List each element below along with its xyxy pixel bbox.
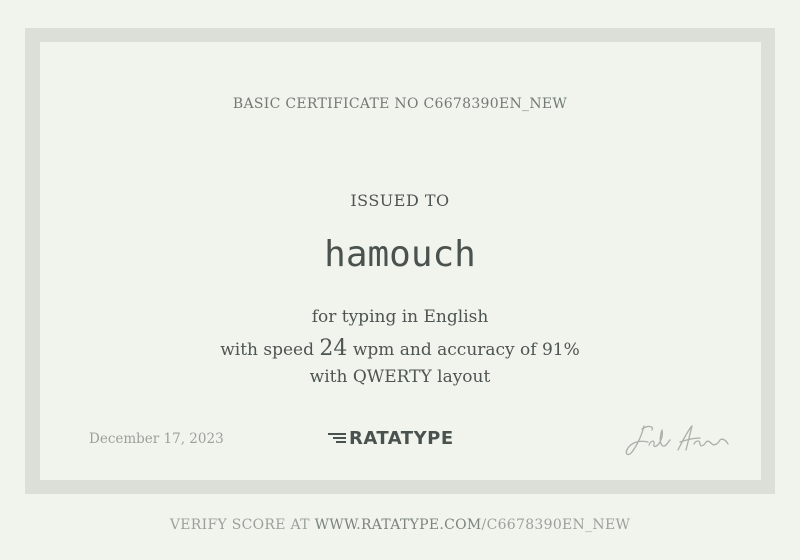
logo-text: RATATYPE	[349, 427, 454, 449]
speed-value: 24	[319, 336, 348, 361]
verify-score-line: VERIFY SCORE AT WWW.RATATYPE.COM/C667839…	[0, 517, 800, 533]
speed-accuracy-line: with speed 24 wpm and accuracy of 91%	[0, 336, 800, 361]
verify-path: /C6678390EN_NEW	[481, 517, 631, 533]
language-line: for typing in English	[311, 307, 489, 327]
ratatype-logo: RATATYPE	[328, 426, 454, 450]
logo-mark-icon	[328, 431, 348, 445]
layout-line: with QWERTY layout	[309, 367, 491, 387]
certificate-number: BASIC CERTIFICATE NO C6678390EN_NEW	[232, 96, 568, 112]
recipient-name: hamouch	[324, 234, 476, 275]
issue-date: December 17, 2023	[89, 431, 224, 447]
signature-icon	[625, 425, 729, 456]
certificate-card	[40, 42, 761, 480]
verify-prefix: VERIFY SCORE AT	[169, 517, 315, 533]
verify-url-link[interactable]: WWW.RATATYPE.COM	[314, 517, 482, 533]
speed-prefix: with speed	[220, 340, 314, 360]
issued-to-label: ISSUED TO	[350, 191, 450, 210]
speed-suffix: wpm and accuracy of 91%	[352, 340, 580, 360]
